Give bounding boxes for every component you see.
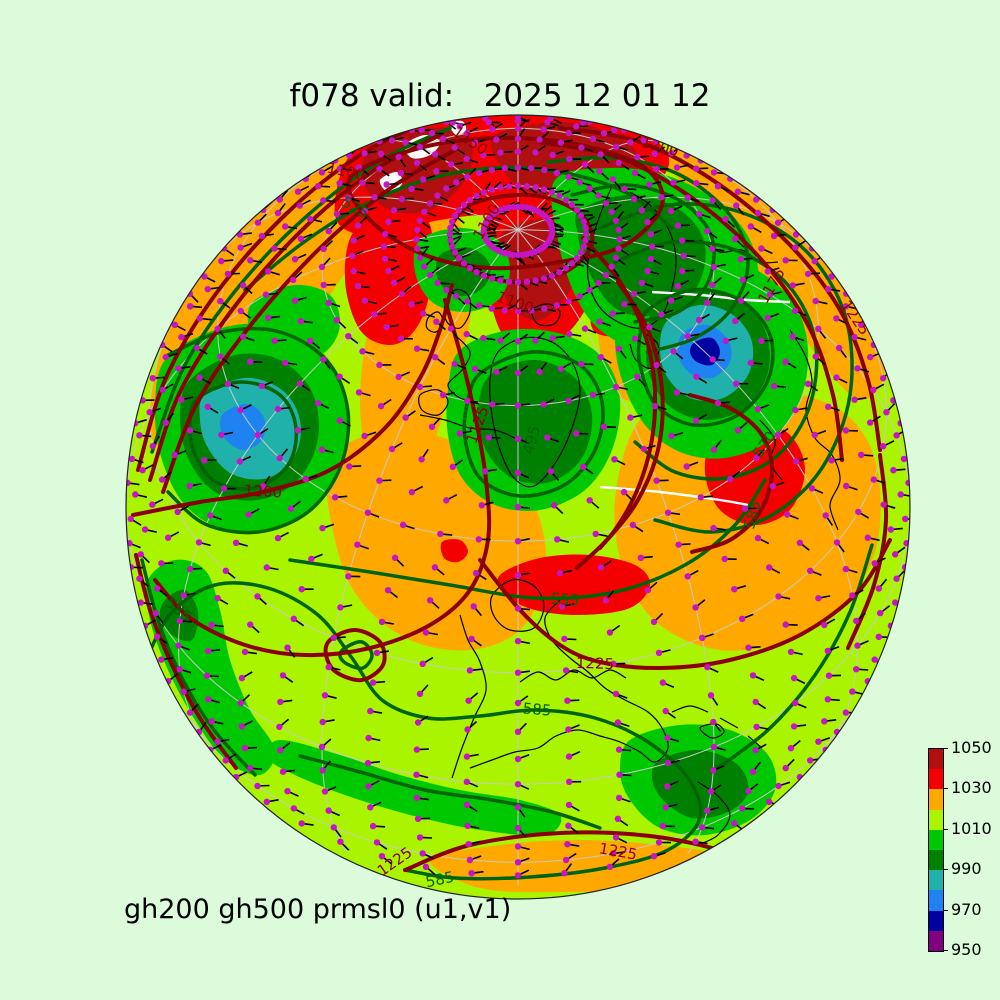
colorbar-segment <box>929 789 943 810</box>
colorbar-segment <box>929 930 943 952</box>
globe-contents: 1100115011001100120011751225120011251225… <box>126 115 910 899</box>
colorbar-tick-label: 1050 <box>951 738 992 757</box>
colorbar-tick <box>943 748 948 749</box>
colorbar-tick-label: 1010 <box>951 818 992 838</box>
fill-region-dgreen <box>651 749 749 819</box>
colorbar-segment <box>929 769 943 790</box>
colorbar-tick-label: 1030 <box>951 778 992 798</box>
colorbar-segment <box>929 829 943 851</box>
colorbar-segment <box>929 890 943 911</box>
colorbar-tick <box>943 869 948 871</box>
fill-region-red <box>440 539 469 563</box>
fill-region-dgreen <box>159 589 199 642</box>
contour-label-gh500: 585 <box>522 699 552 719</box>
colorbar-segment <box>929 870 943 891</box>
colorbar-gradient <box>928 748 944 952</box>
colorbar-segment <box>929 749 943 770</box>
fill-region-blue <box>219 403 266 451</box>
colorbar-segment <box>929 910 943 931</box>
fill-region-red <box>497 554 651 616</box>
colorbar-tick <box>943 788 948 790</box>
contour-label-gh200: 1200 <box>243 482 282 502</box>
globe-outline <box>125 114 911 900</box>
colorbar-tick-label: 990 <box>951 859 982 879</box>
white-streaks <box>599 290 791 507</box>
fill-region-dgreen <box>435 247 491 297</box>
variables-label: gh200 gh500 prmsl0 (u1,v1) <box>124 894 512 925</box>
contour-label-gh500: 585 <box>424 868 456 892</box>
colorbar-tick-label: 970 <box>951 899 982 919</box>
contour-label-gh500: 555 <box>550 589 580 609</box>
colorbar-tick-label: 950 <box>951 940 982 959</box>
colorbar-tick <box>943 828 948 830</box>
colorbar-tick <box>943 909 948 911</box>
colorbar-segment <box>929 850 943 871</box>
wind-dots <box>126 115 910 879</box>
figure-title: f078 valid: 2025 12 01 12 <box>289 78 711 114</box>
contour-label-gh200: 1225 <box>576 654 615 673</box>
fill-region-dgreen <box>477 359 593 484</box>
colorbar-tick <box>943 950 948 951</box>
colorbar-segment <box>929 809 943 830</box>
